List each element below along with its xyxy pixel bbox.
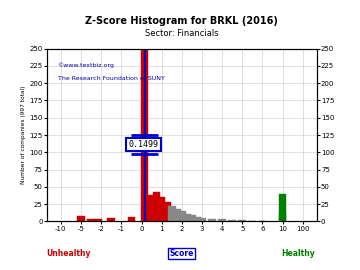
Text: Score: Score xyxy=(170,249,194,258)
Bar xyxy=(77,216,85,221)
Bar xyxy=(198,218,206,221)
Text: Healthy: Healthy xyxy=(281,249,315,258)
Bar xyxy=(127,217,135,221)
Bar xyxy=(168,206,176,221)
Y-axis label: Number of companies (997 total): Number of companies (997 total) xyxy=(21,86,26,184)
Text: The Research Foundation of SUNY: The Research Foundation of SUNY xyxy=(58,76,165,81)
Text: Z-Score Histogram for BRKL (2016): Z-Score Histogram for BRKL (2016) xyxy=(85,16,278,26)
Bar xyxy=(279,213,287,221)
Bar xyxy=(208,219,216,221)
Bar xyxy=(183,214,191,221)
Bar xyxy=(279,194,286,221)
Bar xyxy=(173,209,181,221)
Bar xyxy=(188,215,196,221)
Text: ©www.textbiz.org: ©www.textbiz.org xyxy=(58,62,114,68)
Bar xyxy=(141,49,148,221)
Bar xyxy=(178,211,186,221)
Bar xyxy=(238,220,246,221)
Text: 0.1499: 0.1499 xyxy=(129,140,158,149)
Bar xyxy=(153,192,161,221)
Text: Sector: Financials: Sector: Financials xyxy=(145,29,219,38)
Bar xyxy=(193,217,201,221)
Bar xyxy=(107,218,115,221)
Text: Unhealthy: Unhealthy xyxy=(46,249,91,258)
Bar xyxy=(228,220,236,221)
Bar xyxy=(87,219,95,221)
Bar xyxy=(148,195,156,221)
Bar xyxy=(94,219,102,221)
Bar xyxy=(158,197,166,221)
Bar xyxy=(218,219,226,221)
Bar xyxy=(163,202,171,221)
